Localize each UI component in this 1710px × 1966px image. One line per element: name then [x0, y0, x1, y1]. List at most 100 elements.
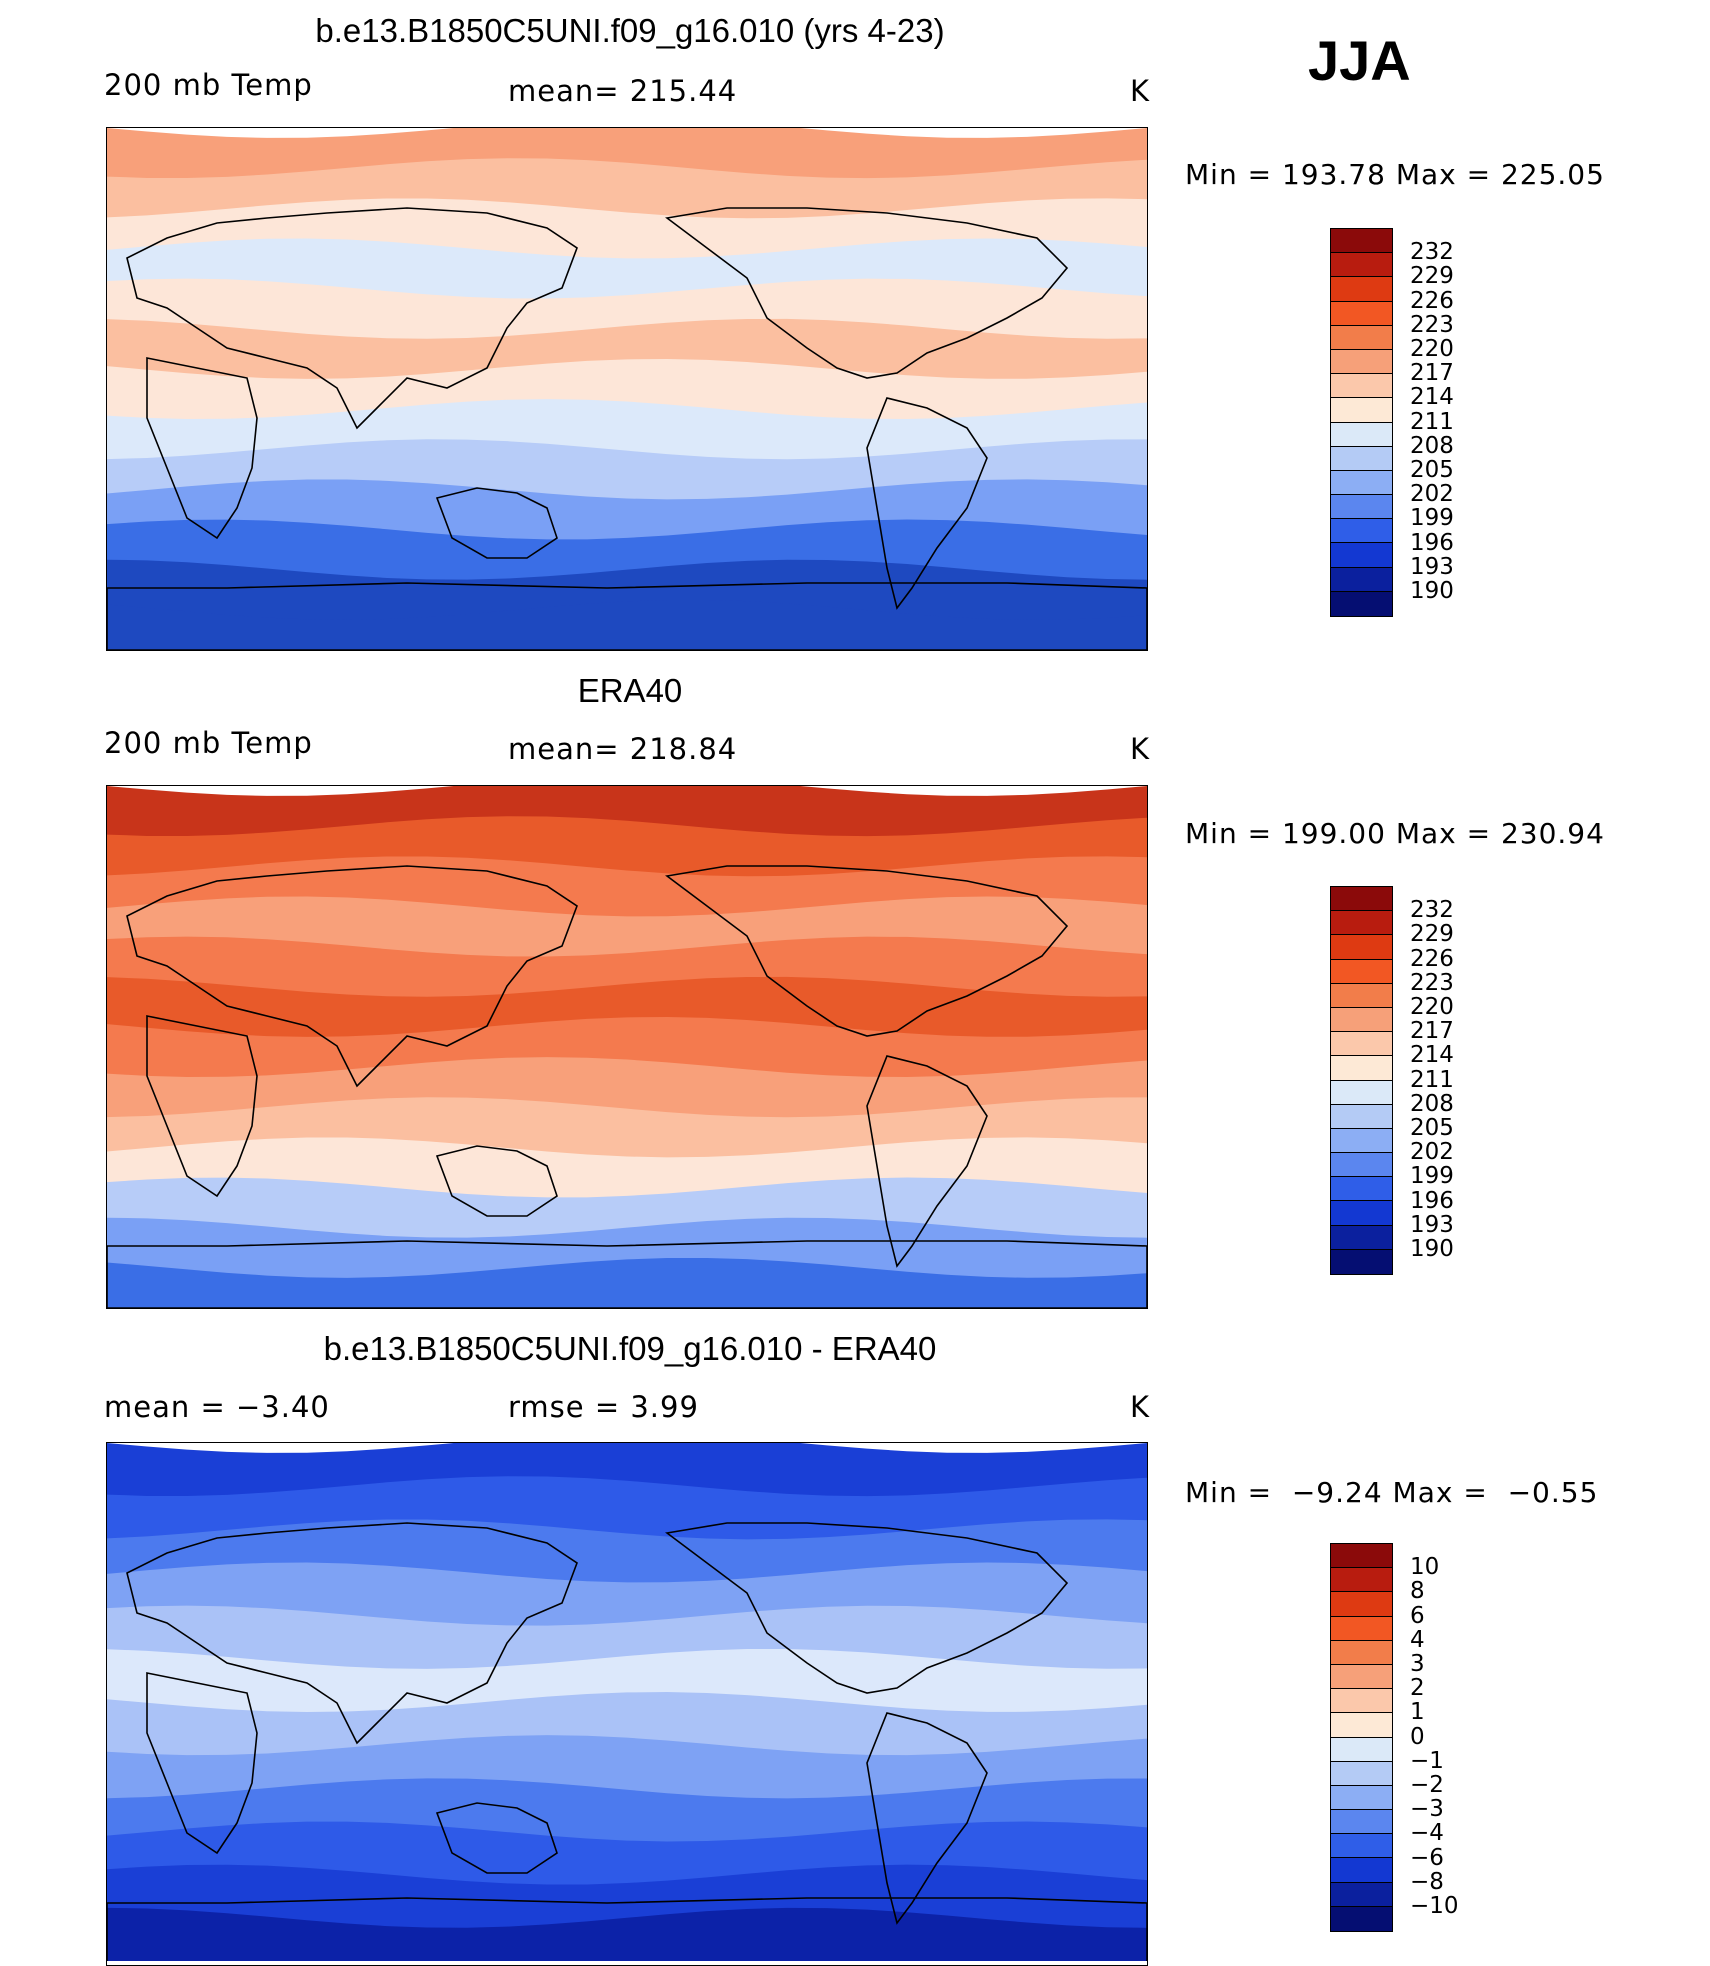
colorbar-label: 202 [1410, 481, 1454, 508]
colorbar-label: −1 [1410, 1747, 1444, 1774]
colorbar-label: 0 [1410, 1723, 1425, 1750]
colorbar-label: 208 [1410, 1090, 1454, 1117]
colorbar-swatch [1331, 1713, 1392, 1738]
panel-1-variable-label: 200 mb Temp [104, 68, 313, 102]
colorbar-label: −2 [1410, 1772, 1444, 1798]
colorbar-label: 2 [1410, 1675, 1425, 1702]
colorbar-swatch [1331, 983, 1392, 1008]
coastline [435, 1802, 558, 1874]
colorbar-label: 232 [1410, 897, 1454, 924]
colorbar-swatch [1331, 1032, 1392, 1057]
panel-1-units: K [1130, 74, 1151, 108]
coastline [107, 1897, 1147, 1961]
coastline [665, 207, 1069, 379]
colorbar-label: 190 [1410, 1236, 1454, 1262]
colorbar-swatch [1331, 1737, 1392, 1762]
colorbar-label: 205 [1410, 457, 1454, 483]
panel-1-title: b.e13.B1850C5UNI.f09_g16.010 (yrs 4-23) [315, 12, 945, 49]
colorbar-swatch [1331, 1785, 1392, 1811]
coastline [126, 865, 578, 1088]
colorbar-label: 214 [1410, 1042, 1454, 1069]
colorbar-label: −4 [1410, 1820, 1444, 1847]
coastline [107, 582, 1147, 650]
colorbar-swatch [1331, 1882, 1392, 1907]
colorbar-label: 217 [1410, 1018, 1454, 1045]
season-label: JJA [1308, 29, 1411, 92]
colorbar-label: 199 [1410, 505, 1454, 532]
colorbar-label: 232 [1410, 239, 1454, 266]
colorbar-swatch [1331, 1592, 1392, 1617]
colorbar-label: 220 [1410, 336, 1454, 362]
colorbar-swatch [1331, 446, 1392, 471]
colorbar-label: 193 [1410, 1211, 1454, 1238]
colorbar-swatch [1331, 1177, 1392, 1202]
colorbar-swatch [1331, 911, 1392, 936]
colorbar-swatch [1331, 325, 1392, 350]
colorbar-swatch [1331, 1128, 1392, 1154]
colorbar-label: 211 [1410, 408, 1454, 435]
colorbar-label: −10 [1410, 1893, 1459, 1919]
colorbar-label: 4 [1410, 1626, 1425, 1653]
contour-band [107, 599, 1147, 650]
coastline [866, 397, 988, 610]
colorbar-swatch [1331, 1689, 1392, 1714]
panel-2-mean-label: mean= 218.84 [508, 732, 738, 766]
colorbar-label: 199 [1410, 1163, 1454, 1190]
contour-band [107, 1257, 1147, 1308]
colorbar-label: 223 [1410, 311, 1454, 338]
colorbar-swatch [1331, 277, 1392, 302]
coastline [146, 357, 258, 540]
colorbar-label: 229 [1410, 921, 1454, 948]
colorbar-swatch [1331, 1080, 1392, 1105]
colorbar-label: 208 [1410, 432, 1454, 459]
colorbar-swatch [1331, 1664, 1392, 1690]
colorbar-label: 10 [1410, 1554, 1440, 1581]
colorbar-swatch [1331, 567, 1392, 592]
coastline [435, 487, 558, 559]
colorbar-label: 211 [1410, 1066, 1454, 1093]
coastline [126, 207, 578, 430]
contour-band [107, 1907, 1147, 1961]
colorbar-swatch [1331, 1761, 1392, 1786]
coastline [107, 1240, 1147, 1308]
panel-3-minmax: Min = −9.24 Max = −0.55 [1185, 1476, 1599, 1509]
colorbar-swatch [1331, 519, 1392, 544]
colorbar-label: 217 [1410, 360, 1454, 387]
colorbar-label: 223 [1410, 969, 1454, 996]
panel-2-minmax: Min = 199.00 Max = 230.94 [1185, 817, 1605, 850]
colorbar-swatch [1331, 1153, 1392, 1178]
colorbar-swatch [1331, 935, 1392, 960]
panel-3-contour-field [107, 1443, 1147, 1961]
coastline [146, 1015, 258, 1198]
colorbar-swatch [1331, 495, 1392, 520]
panel-1-minmax: Min = 193.78 Max = 225.05 [1185, 158, 1605, 191]
panel-3-rmse-label: rmse = 3.99 [508, 1390, 699, 1424]
colorbar-label: 196 [1410, 1187, 1454, 1214]
colorbar-swatch [1331, 398, 1392, 423]
coastline [665, 865, 1069, 1037]
colorbar-swatch [1331, 959, 1392, 984]
colorbar-swatch [1331, 301, 1392, 326]
colorbar-label: 8 [1410, 1578, 1425, 1605]
colorbar-swatch [1331, 470, 1392, 496]
panel-3-units: K [1130, 1390, 1151, 1424]
colorbar-swatch [1331, 591, 1392, 616]
colorbar-swatch [1331, 1225, 1392, 1250]
colorbar-label: −3 [1410, 1796, 1444, 1823]
colorbar-swatch [1331, 1834, 1392, 1859]
panel-3-title: b.e13.B1850C5UNI.f09_g16.010 - ERA40 [323, 1330, 937, 1367]
colorbar-label: 202 [1410, 1139, 1454, 1166]
panel-1-map [106, 127, 1148, 651]
colorbar-swatch [1331, 1616, 1392, 1641]
panel-3-map [106, 1442, 1148, 1966]
colorbar-swatch [1331, 1640, 1392, 1665]
coastline [146, 1672, 258, 1855]
colorbar-swatch [1331, 1007, 1392, 1033]
colorbar-label: 226 [1410, 287, 1454, 314]
panel-1-colorbar [1330, 228, 1393, 617]
colorbar-label: 205 [1410, 1115, 1454, 1141]
panel-3-mean-label: mean = −3.40 [104, 1390, 330, 1424]
panel-1-contour-field [107, 128, 1147, 650]
colorbar-swatch [1331, 253, 1392, 278]
colorbar-label: 1 [1410, 1699, 1425, 1726]
